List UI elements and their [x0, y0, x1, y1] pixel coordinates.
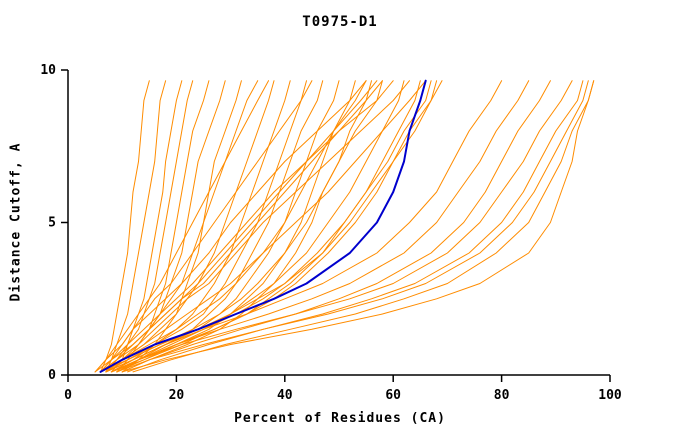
y-tick-label: 10 — [40, 63, 56, 78]
prediction-11-curve — [100, 80, 307, 373]
prediction-26-curve — [110, 80, 573, 373]
prediction-19-curve — [116, 80, 421, 373]
prediction-29-curve — [132, 80, 595, 373]
y-tick-label: 5 — [48, 216, 56, 231]
prediction-25-curve — [121, 80, 551, 373]
prediction-32-curve — [100, 80, 410, 373]
x-tick-label: 100 — [598, 388, 622, 403]
prediction-31-curve — [94, 80, 394, 373]
prediction-16-curve — [100, 80, 367, 373]
prediction-06-curve — [110, 80, 226, 373]
prediction-37-curve — [100, 80, 313, 373]
x-axis-label: Percent of Residues (CA) — [234, 411, 446, 426]
prediction-02-curve — [105, 80, 167, 373]
prediction-27-curve — [127, 80, 584, 373]
prediction-36-curve — [94, 80, 269, 373]
prediction-01-curve — [100, 80, 150, 373]
prediction-33-curve — [105, 80, 427, 373]
prediction-07-curve — [121, 80, 242, 373]
prediction-08-curve — [100, 80, 259, 373]
prediction-38-curve — [105, 80, 378, 373]
y-tick-label: 0 — [48, 368, 56, 383]
prediction-04-curve — [105, 80, 194, 373]
prediction-22-curve — [100, 80, 443, 373]
x-tick-label: 20 — [169, 388, 185, 403]
prediction-23-curve — [110, 80, 503, 373]
x-tick-label: 40 — [277, 388, 293, 403]
x-tick-label: 80 — [494, 388, 510, 403]
y-axis-label: Distance Cutoff, A — [8, 142, 24, 302]
x-tick-label: 60 — [385, 388, 401, 403]
prediction-28-curve — [116, 80, 589, 373]
prediction-03-curve — [110, 80, 183, 373]
reference-model-curve — [99, 79, 427, 373]
prediction-18-curve — [110, 80, 405, 373]
x-tick-label: 0 — [64, 388, 72, 403]
prediction-30-curve — [121, 80, 595, 373]
chart-title: T0975-D1 — [302, 14, 378, 30]
prediction-24-curve — [116, 80, 530, 373]
